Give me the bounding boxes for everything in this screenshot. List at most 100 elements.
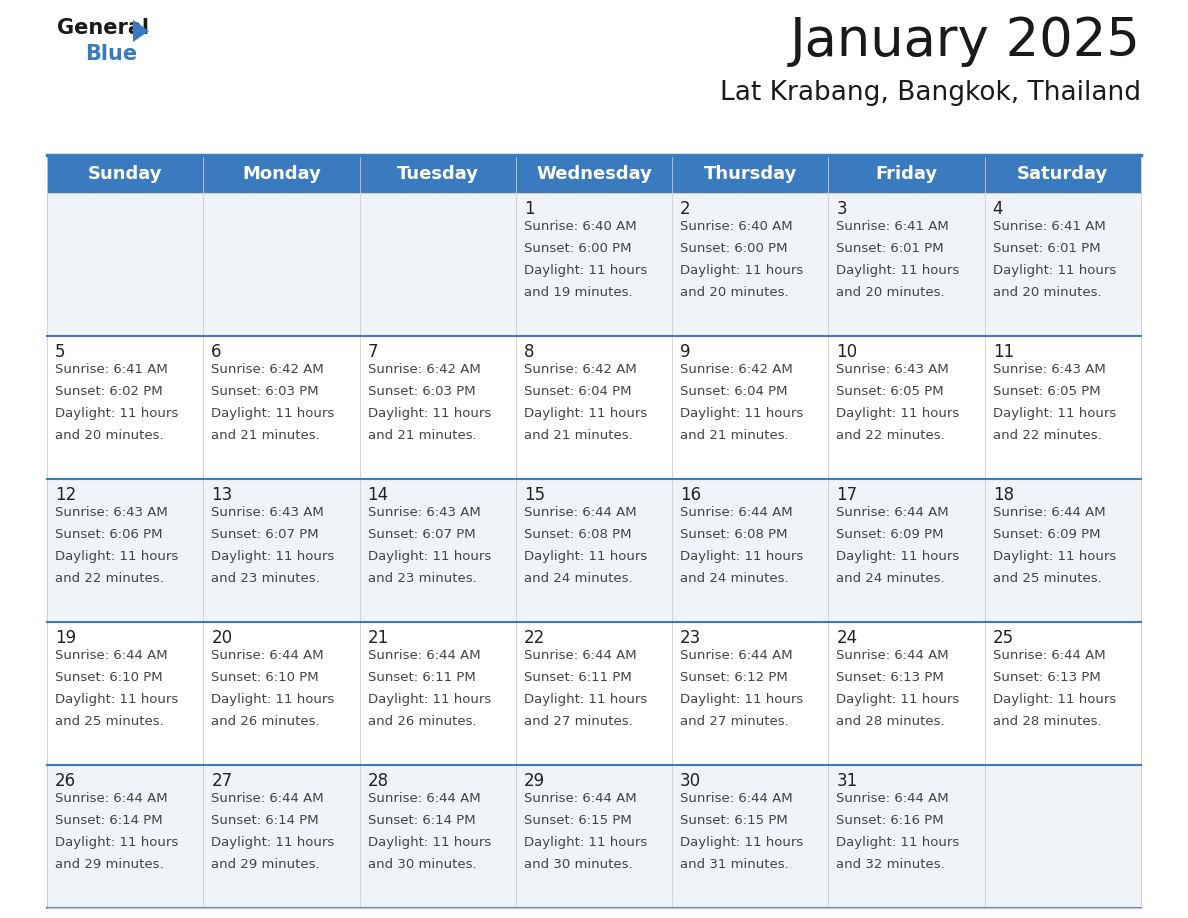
Text: Sunrise: 6:42 AM: Sunrise: 6:42 AM xyxy=(524,363,637,376)
Bar xyxy=(516,479,672,622)
Text: 9: 9 xyxy=(681,343,690,361)
Bar xyxy=(48,765,203,908)
Text: Lat Krabang, Bangkok, Thailand: Lat Krabang, Bangkok, Thailand xyxy=(720,80,1140,106)
Text: Thursday: Thursday xyxy=(703,165,797,183)
Bar xyxy=(516,622,672,765)
Text: Wednesday: Wednesday xyxy=(536,165,652,183)
Text: 4: 4 xyxy=(993,200,1003,218)
Text: Daylight: 11 hours: Daylight: 11 hours xyxy=(681,693,803,706)
Text: Daylight: 11 hours: Daylight: 11 hours xyxy=(211,693,335,706)
Text: and 22 minutes.: and 22 minutes. xyxy=(993,430,1101,442)
Text: Sunset: 6:14 PM: Sunset: 6:14 PM xyxy=(211,814,318,827)
Bar xyxy=(828,765,985,908)
Text: Sunrise: 6:43 AM: Sunrise: 6:43 AM xyxy=(211,506,324,519)
Text: Daylight: 11 hours: Daylight: 11 hours xyxy=(367,408,491,420)
Text: Daylight: 11 hours: Daylight: 11 hours xyxy=(836,836,960,849)
Bar xyxy=(985,479,1140,622)
Text: Sunrise: 6:44 AM: Sunrise: 6:44 AM xyxy=(55,649,168,662)
Bar xyxy=(672,336,828,479)
Text: Sunset: 6:04 PM: Sunset: 6:04 PM xyxy=(681,386,788,398)
Text: Sunrise: 6:44 AM: Sunrise: 6:44 AM xyxy=(836,792,949,805)
Text: Daylight: 11 hours: Daylight: 11 hours xyxy=(993,550,1116,564)
Text: and 23 minutes.: and 23 minutes. xyxy=(211,573,320,586)
Text: Sunset: 6:00 PM: Sunset: 6:00 PM xyxy=(681,242,788,255)
Text: 13: 13 xyxy=(211,486,233,504)
Text: 1: 1 xyxy=(524,200,535,218)
Text: Sunrise: 6:44 AM: Sunrise: 6:44 AM xyxy=(836,506,949,519)
Text: Sunset: 6:03 PM: Sunset: 6:03 PM xyxy=(211,386,318,398)
Text: Sunset: 6:07 PM: Sunset: 6:07 PM xyxy=(211,528,318,542)
Bar xyxy=(828,193,985,336)
Text: Sunrise: 6:44 AM: Sunrise: 6:44 AM xyxy=(524,649,637,662)
Text: Sunset: 6:06 PM: Sunset: 6:06 PM xyxy=(55,528,163,542)
Text: and 20 minutes.: and 20 minutes. xyxy=(681,286,789,299)
Text: 6: 6 xyxy=(211,343,222,361)
Text: 3: 3 xyxy=(836,200,847,218)
Text: 16: 16 xyxy=(681,486,701,504)
Bar xyxy=(985,765,1140,908)
Text: Sunrise: 6:44 AM: Sunrise: 6:44 AM xyxy=(524,506,637,519)
Text: 10: 10 xyxy=(836,343,858,361)
Text: and 30 minutes.: and 30 minutes. xyxy=(367,858,476,871)
Text: Sunset: 6:16 PM: Sunset: 6:16 PM xyxy=(836,814,944,827)
Text: 17: 17 xyxy=(836,486,858,504)
Text: and 31 minutes.: and 31 minutes. xyxy=(681,858,789,871)
Text: Sunrise: 6:44 AM: Sunrise: 6:44 AM xyxy=(836,649,949,662)
Text: Daylight: 11 hours: Daylight: 11 hours xyxy=(681,408,803,420)
Text: and 20 minutes.: and 20 minutes. xyxy=(993,286,1101,299)
Text: 28: 28 xyxy=(367,772,388,790)
Text: Daylight: 11 hours: Daylight: 11 hours xyxy=(681,550,803,564)
Text: Sunrise: 6:40 AM: Sunrise: 6:40 AM xyxy=(524,220,637,233)
Text: 19: 19 xyxy=(55,629,76,647)
Bar xyxy=(516,336,672,479)
Text: Sunset: 6:13 PM: Sunset: 6:13 PM xyxy=(836,671,944,684)
Text: Sunset: 6:13 PM: Sunset: 6:13 PM xyxy=(993,671,1100,684)
Text: 23: 23 xyxy=(681,629,701,647)
Text: and 28 minutes.: and 28 minutes. xyxy=(836,715,944,729)
Text: and 22 minutes.: and 22 minutes. xyxy=(836,430,946,442)
Text: Daylight: 11 hours: Daylight: 11 hours xyxy=(524,550,647,564)
Text: Sunrise: 6:42 AM: Sunrise: 6:42 AM xyxy=(211,363,324,376)
Text: Sunset: 6:01 PM: Sunset: 6:01 PM xyxy=(836,242,944,255)
Text: Sunrise: 6:43 AM: Sunrise: 6:43 AM xyxy=(836,363,949,376)
Text: Sunrise: 6:44 AM: Sunrise: 6:44 AM xyxy=(681,649,792,662)
Text: and 26 minutes.: and 26 minutes. xyxy=(211,715,320,729)
Text: Sunset: 6:09 PM: Sunset: 6:09 PM xyxy=(993,528,1100,542)
Text: Daylight: 11 hours: Daylight: 11 hours xyxy=(367,693,491,706)
Text: Daylight: 11 hours: Daylight: 11 hours xyxy=(524,836,647,849)
Text: Monday: Monday xyxy=(242,165,321,183)
Bar xyxy=(672,765,828,908)
Text: and 22 minutes.: and 22 minutes. xyxy=(55,573,164,586)
Text: Sunrise: 6:44 AM: Sunrise: 6:44 AM xyxy=(681,792,792,805)
Text: 20: 20 xyxy=(211,629,233,647)
Text: Sunrise: 6:44 AM: Sunrise: 6:44 AM xyxy=(993,506,1105,519)
Text: Sunrise: 6:42 AM: Sunrise: 6:42 AM xyxy=(367,363,480,376)
Text: Sunset: 6:10 PM: Sunset: 6:10 PM xyxy=(55,671,163,684)
Text: 2: 2 xyxy=(681,200,690,218)
Text: Daylight: 11 hours: Daylight: 11 hours xyxy=(55,408,178,420)
Text: Sunrise: 6:41 AM: Sunrise: 6:41 AM xyxy=(993,220,1106,233)
Bar xyxy=(985,193,1140,336)
Text: Daylight: 11 hours: Daylight: 11 hours xyxy=(681,836,803,849)
Text: Sunset: 6:00 PM: Sunset: 6:00 PM xyxy=(524,242,631,255)
Text: 21: 21 xyxy=(367,629,388,647)
Bar xyxy=(203,479,360,622)
Text: Sunset: 6:01 PM: Sunset: 6:01 PM xyxy=(993,242,1100,255)
Bar xyxy=(48,193,203,336)
Text: Daylight: 11 hours: Daylight: 11 hours xyxy=(993,408,1116,420)
Bar xyxy=(203,622,360,765)
Text: and 30 minutes.: and 30 minutes. xyxy=(524,858,632,871)
Bar xyxy=(360,622,516,765)
Text: Sunset: 6:02 PM: Sunset: 6:02 PM xyxy=(55,386,163,398)
Text: Daylight: 11 hours: Daylight: 11 hours xyxy=(55,550,178,564)
Text: Saturday: Saturday xyxy=(1017,165,1108,183)
Text: Sunrise: 6:41 AM: Sunrise: 6:41 AM xyxy=(836,220,949,233)
Bar xyxy=(203,765,360,908)
Text: Sunset: 6:11 PM: Sunset: 6:11 PM xyxy=(524,671,632,684)
Text: Sunset: 6:04 PM: Sunset: 6:04 PM xyxy=(524,386,631,398)
Text: Sunrise: 6:43 AM: Sunrise: 6:43 AM xyxy=(993,363,1106,376)
Text: 5: 5 xyxy=(55,343,65,361)
Text: Sunset: 6:07 PM: Sunset: 6:07 PM xyxy=(367,528,475,542)
Text: 31: 31 xyxy=(836,772,858,790)
Text: Blue: Blue xyxy=(86,44,137,64)
